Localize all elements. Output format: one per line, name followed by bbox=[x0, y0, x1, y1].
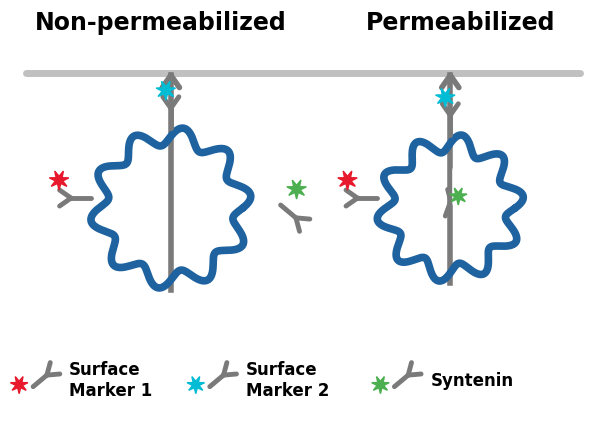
Polygon shape bbox=[338, 171, 357, 190]
Polygon shape bbox=[287, 180, 306, 199]
Text: Non-permeabilized: Non-permeabilized bbox=[35, 12, 287, 35]
Polygon shape bbox=[372, 377, 389, 394]
Text: Syntenin: Syntenin bbox=[430, 372, 513, 390]
Polygon shape bbox=[49, 171, 69, 190]
Polygon shape bbox=[156, 81, 176, 100]
Text: Permeabilized: Permeabilized bbox=[365, 12, 555, 35]
Polygon shape bbox=[187, 377, 205, 394]
Polygon shape bbox=[436, 88, 455, 107]
Text: Surface
Marker 2: Surface Marker 2 bbox=[246, 361, 329, 400]
Text: Surface
Marker 1: Surface Marker 1 bbox=[69, 361, 152, 400]
Polygon shape bbox=[10, 377, 28, 394]
Polygon shape bbox=[449, 188, 467, 205]
